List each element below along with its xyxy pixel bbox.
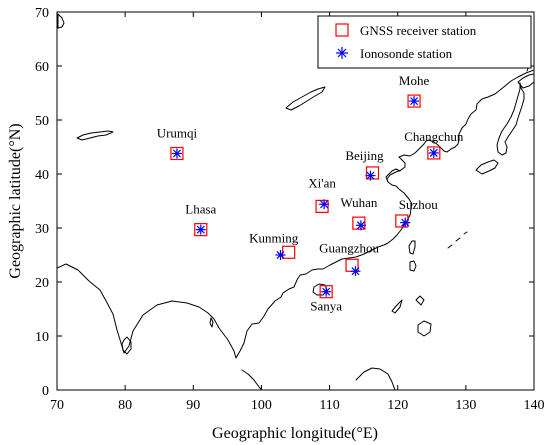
station-label-changchun: Changchun	[404, 129, 464, 144]
y-tick-label: 70	[35, 6, 49, 21]
x-tick-label: 70	[50, 398, 64, 413]
ionosonde-marker-mohe	[409, 96, 420, 107]
ionosonde-marker-suzhou	[400, 217, 411, 228]
y-axis-label: Geographic latitude(°N)	[7, 123, 24, 278]
coastline-bohai	[385, 168, 401, 183]
station-label-kunming: Kunming	[249, 230, 299, 245]
legend-gnss-label: GNSS receiver station	[360, 23, 477, 38]
ionosonde-marker-sanya	[321, 286, 332, 297]
station-label-wuhan: Wuhan	[340, 195, 378, 210]
legend: GNSS receiver station Ionosonde station	[317, 15, 532, 69]
gnss-marker-urumqi	[170, 146, 184, 161]
ionosonde-marker-lhasa	[195, 224, 206, 235]
ionosonde-marker-wuhan	[355, 220, 366, 231]
ionosonde-marker-beijing	[365, 170, 376, 181]
y-tick-label: 30	[35, 222, 49, 237]
coastline-mindanao	[417, 320, 432, 337]
coastline-mainland	[57, 69, 534, 359]
station-markers	[170, 94, 441, 299]
coastline-taiwan	[408, 240, 416, 255]
gnss-marker-guangzhou	[345, 258, 359, 272]
blue-asterisk-marker	[336, 47, 348, 59]
gnss-marker-lhasa	[194, 223, 208, 237]
ionosonde-marker-guangzhou	[350, 266, 361, 277]
station-label-guangzhou: Guangzhou	[319, 240, 379, 255]
ionosonde-marker-urumqi	[171, 148, 182, 159]
legend-ionosonde-label: Ionosonde station	[360, 46, 453, 61]
y-tick-label: 10	[35, 330, 49, 345]
ionosonde-marker-xian	[319, 199, 330, 210]
gnss-marker-changchun	[427, 146, 441, 160]
coastline-ryukyu-1	[447, 244, 453, 249]
coastline-kyushu	[475, 159, 499, 175]
station-label-suzhou: Suzhou	[399, 197, 439, 212]
y-tick-label: 40	[35, 168, 49, 183]
x-tick-label: 110	[319, 398, 339, 413]
gnss-marker-kunming	[282, 245, 296, 259]
coastline-lake-baikal	[285, 86, 326, 111]
x-tick-label: 80	[118, 398, 132, 413]
coastline-hokkaido	[517, 73, 534, 89]
coastline-visayas	[415, 295, 425, 306]
gnss-marker-mohe	[407, 94, 421, 108]
coastline-palawan	[391, 299, 403, 314]
coastline-borneo	[355, 367, 396, 390]
x-axis-label: Geographic longitude(°E)	[212, 425, 378, 442]
y-tick-label: 0	[42, 384, 49, 399]
station-label-beijing: Beijing	[345, 148, 384, 163]
y-tick-label: 20	[35, 276, 49, 291]
coastline-group	[57, 13, 534, 390]
station-label-mohe: Mohe	[399, 73, 430, 88]
coastline-ryukyu-2	[455, 237, 461, 242]
coastline-lake-balkhash	[76, 130, 114, 141]
x-tick-label: 140	[524, 398, 545, 413]
station-label-urumqi: Urumqi	[157, 125, 198, 140]
y-tick-label: 60	[35, 60, 49, 75]
ionosonde-marker-changchun	[428, 147, 439, 158]
x-axis: 70 80 90 100 110 120 130 140	[50, 12, 545, 413]
plot-frame	[56, 11, 535, 391]
coastline-aral-sea	[57, 13, 65, 29]
coastline-japan	[496, 82, 525, 156]
gnss-marker-suzhou	[395, 214, 409, 228]
gnss-marker-xian	[315, 199, 329, 213]
gnss-marker-wuhan	[352, 216, 366, 230]
coastline-ryukyu-3	[463, 231, 468, 235]
y-axis: 0 10 20 30 40 50 60 70	[35, 6, 534, 399]
gnss-marker-beijing	[365, 166, 380, 180]
red-square-marker	[335, 23, 349, 37]
station-label-lhasa: Lhasa	[185, 202, 216, 217]
station-label-sanya: Sanya	[310, 299, 342, 314]
x-tick-label: 90	[186, 398, 200, 413]
coastline-luzon	[409, 260, 417, 272]
station-label-xian: Xi'an	[308, 175, 336, 190]
x-tick-label: 120	[387, 398, 408, 413]
legend-box	[317, 15, 532, 69]
ionosonde-marker-kunming	[275, 250, 286, 260]
station-labels: Mohe Urumqi Changchun Beijing Xi'an Suzhou Wuh…	[157, 73, 464, 314]
x-tick-label: 130	[455, 398, 476, 413]
gnss-marker-sanya	[319, 285, 333, 299]
coastline-sri-lanka	[121, 336, 132, 355]
x-tick-label: 100	[251, 398, 272, 413]
coastline-sumatra	[241, 369, 263, 390]
coastline-andaman	[209, 317, 214, 328]
y-tick-label: 50	[35, 114, 49, 129]
